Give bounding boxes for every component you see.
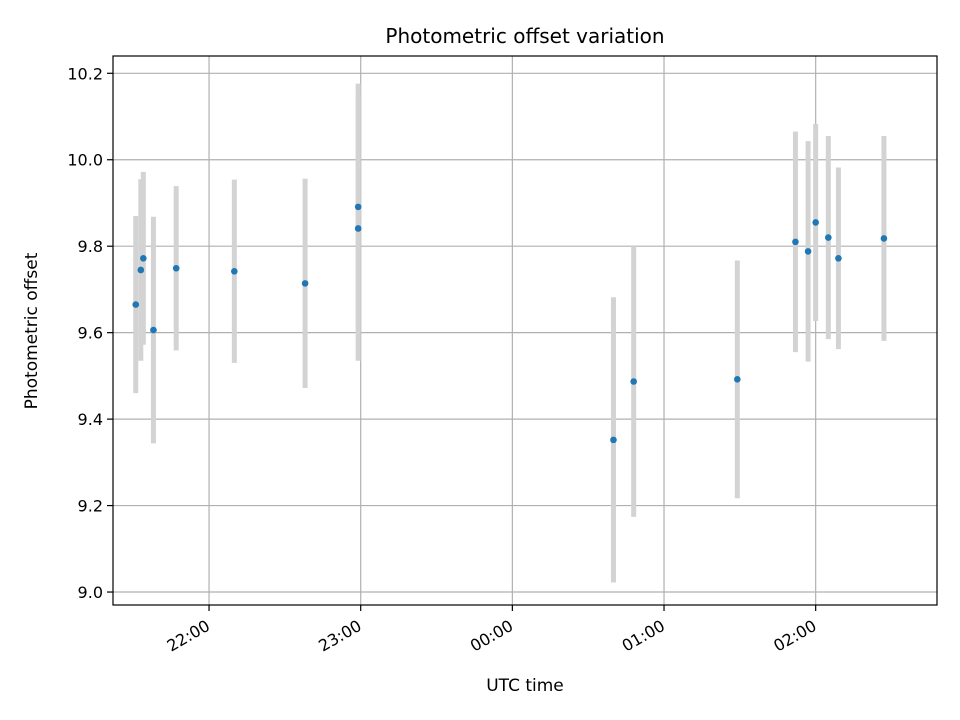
data-point [354,225,362,232]
data-point [835,255,842,262]
data-point [734,376,741,383]
data-point [610,436,617,444]
plot-area [113,56,937,605]
y-tick-label: 9.6 [78,324,103,343]
data-point [880,235,888,242]
data-points [132,203,888,444]
data-point [301,280,309,287]
chart-title: Photometric offset variation [385,24,664,48]
data-point [812,219,819,226]
data-point [172,264,180,272]
y-axis-ticks: 9.0 9.2 9.4 9.6 9.8 10.0 10.2 [67,64,113,602]
y-tick-label: 9.2 [78,497,103,516]
plot-frame [112,55,938,606]
y-tick-label: 9.8 [78,237,103,256]
data-point [630,378,637,385]
data-point [804,248,812,255]
data-point [140,255,147,262]
y-axis-title: Photometric offset [22,252,42,409]
y-tick-label: 9.0 [78,583,103,602]
data-point [132,301,140,308]
data-point [231,267,238,275]
x-axis-title: UTC time [486,676,564,696]
y-tick-label: 10.0 [67,151,103,170]
y-tick-label: 10.2 [67,64,103,83]
data-point [150,326,157,334]
y-tick-label: 9.4 [78,410,103,429]
data-point [354,203,362,211]
data-point [137,266,145,274]
data-point [825,234,832,241]
data-point [792,238,799,246]
